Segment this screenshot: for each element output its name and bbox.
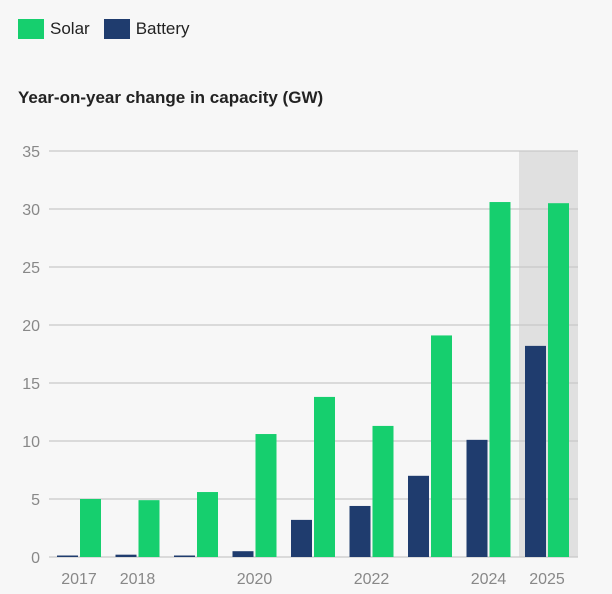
bar-battery-2017 (57, 555, 78, 557)
bar-solar-2021 (314, 396, 335, 557)
x-tick-label-2025: 2025 (529, 571, 565, 588)
bar-battery-2020 (232, 551, 254, 557)
y-tick-label-10: 10 (22, 434, 40, 451)
bar-solar-2023 (431, 335, 452, 557)
x-tick-label-2022: 2022 (354, 571, 390, 588)
y-tick-label-20: 20 (22, 318, 40, 335)
legend-swatch-battery (103, 19, 130, 39)
bar-battery-2021 (291, 519, 312, 557)
bar-battery-2023 (408, 475, 429, 557)
x-tick-label-2020: 2020 (237, 571, 273, 588)
y-tick-label-25: 25 (22, 260, 40, 277)
bar-solar-2022 (372, 425, 394, 557)
bar-solar-2020 (255, 434, 277, 557)
bar-solar-2017 (80, 499, 101, 557)
bar-solar-2018 (138, 500, 160, 557)
bar-battery-2025 (525, 345, 546, 557)
legend-item-battery: Battery (103, 19, 190, 39)
legend-label-solar: Solar (50, 19, 90, 38)
bar-solar-2024 (489, 202, 511, 558)
y-tick-label-35: 35 (22, 144, 40, 161)
x-tick-label-2018: 2018 (120, 571, 156, 588)
y-tick-label-15: 15 (22, 376, 40, 393)
y-tick-label-5: 5 (31, 492, 40, 509)
legend-label-battery: Battery (135, 19, 190, 38)
x-tick-label-2024: 2024 (471, 571, 507, 588)
bar-battery-2022 (349, 505, 371, 557)
bar-battery-2019 (174, 555, 195, 557)
legend: Solar Battery (18, 19, 190, 39)
y-tick-label-0: 0 (31, 550, 40, 567)
chart-subtitle: Year-on-year change in capacity (GW) (18, 88, 324, 107)
x-tick-label-2017: 2017 (61, 571, 97, 588)
legend-swatch-solar (18, 19, 44, 39)
bar-battery-2018 (115, 554, 137, 557)
y-tick-label-30: 30 (22, 202, 40, 219)
bar-solar-2019 (197, 492, 218, 557)
bar-solar-2025 (548, 203, 569, 557)
legend-item-solar: Solar (18, 19, 90, 39)
bar-battery-2024 (466, 439, 488, 557)
